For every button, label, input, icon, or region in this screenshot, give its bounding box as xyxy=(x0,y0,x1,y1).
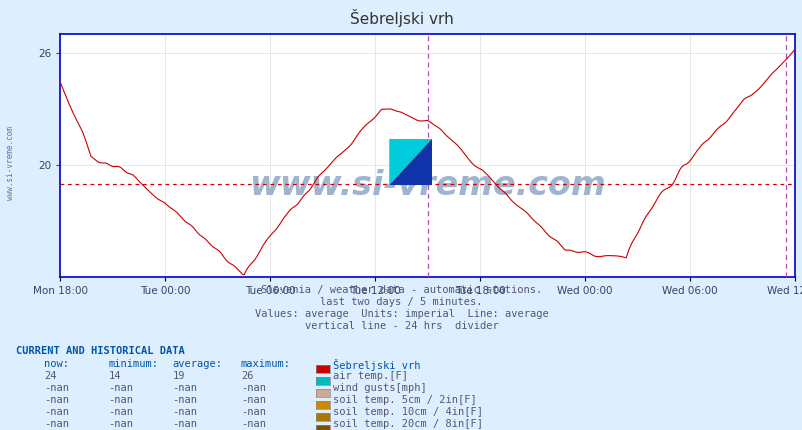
Text: vertical line - 24 hrs  divider: vertical line - 24 hrs divider xyxy=(304,321,498,331)
Text: -nan: -nan xyxy=(172,419,197,429)
Text: -nan: -nan xyxy=(44,419,69,429)
Text: Šebreljski vrh: Šebreljski vrh xyxy=(333,359,420,371)
Text: -nan: -nan xyxy=(241,383,265,393)
Text: -nan: -nan xyxy=(241,395,265,405)
Text: wind gusts[mph]: wind gusts[mph] xyxy=(333,383,427,393)
Text: -nan: -nan xyxy=(44,383,69,393)
Text: Šebreljski vrh: Šebreljski vrh xyxy=(349,9,453,28)
Text: -nan: -nan xyxy=(44,395,69,405)
Text: -nan: -nan xyxy=(108,395,133,405)
Text: -nan: -nan xyxy=(108,383,133,393)
Text: Values: average  Units: imperial  Line: average: Values: average Units: imperial Line: av… xyxy=(254,309,548,319)
Text: www.si-vreme.com: www.si-vreme.com xyxy=(249,169,606,202)
Text: -nan: -nan xyxy=(44,407,69,417)
Text: soil temp. 5cm / 2in[F]: soil temp. 5cm / 2in[F] xyxy=(333,395,476,405)
Text: -nan: -nan xyxy=(172,407,197,417)
Text: 24: 24 xyxy=(44,371,57,381)
Text: -nan: -nan xyxy=(172,395,197,405)
Text: air temp.[F]: air temp.[F] xyxy=(333,371,407,381)
Text: minimum:: minimum: xyxy=(108,359,158,369)
Text: CURRENT AND HISTORICAL DATA: CURRENT AND HISTORICAL DATA xyxy=(16,346,184,356)
Text: -nan: -nan xyxy=(241,419,265,429)
Text: 14: 14 xyxy=(108,371,121,381)
Text: last two days / 5 minutes.: last two days / 5 minutes. xyxy=(320,297,482,307)
Text: 26: 26 xyxy=(241,371,253,381)
Text: -nan: -nan xyxy=(108,419,133,429)
Text: -nan: -nan xyxy=(172,383,197,393)
Text: www.si-vreme.com: www.si-vreme.com xyxy=(6,126,15,200)
Text: soil temp. 10cm / 4in[F]: soil temp. 10cm / 4in[F] xyxy=(333,407,483,417)
Text: average:: average: xyxy=(172,359,222,369)
Polygon shape xyxy=(389,139,431,185)
Polygon shape xyxy=(389,139,431,185)
Text: -nan: -nan xyxy=(241,407,265,417)
Text: Slovenia / weather data - automatic stations.: Slovenia / weather data - automatic stat… xyxy=(261,285,541,295)
Text: soil temp. 20cm / 8in[F]: soil temp. 20cm / 8in[F] xyxy=(333,419,483,429)
Text: 19: 19 xyxy=(172,371,185,381)
Text: maximum:: maximum: xyxy=(241,359,290,369)
Text: now:: now: xyxy=(44,359,69,369)
Text: -nan: -nan xyxy=(108,407,133,417)
